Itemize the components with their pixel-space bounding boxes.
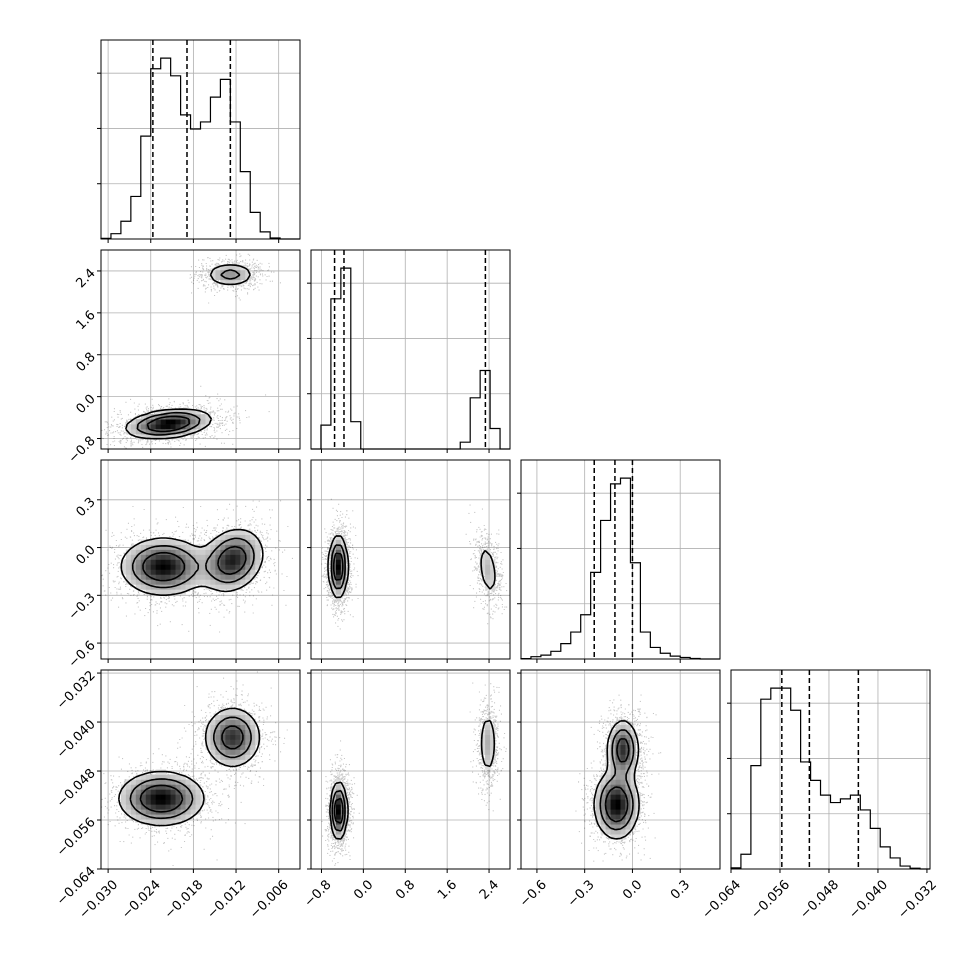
xtick-label-col3-2: −0.048 — [797, 877, 842, 922]
hist-3-bars — [730, 687, 930, 870]
panel-3-1-samples — [321, 682, 507, 866]
panel-2-1-content — [311, 460, 510, 659]
panel-2-0 — [97, 459, 301, 663]
hist-panel-3 — [727, 669, 931, 870]
panel-3-2 — [517, 669, 721, 873]
panel-2-1-frame — [310, 459, 511, 660]
ytick-label-row2-1: −0.3 — [66, 590, 99, 623]
xtick-label-col2-2: 0.0 — [620, 877, 645, 902]
xtick-label-col0-4: −0.006 — [247, 877, 292, 922]
panel-2-0-frame — [100, 459, 301, 660]
hist-2-bars — [520, 477, 720, 660]
hist-0-frame — [100, 39, 301, 240]
panel-1-0-contour-2 — [146, 415, 190, 433]
ytick-label-row1-1: 0.0 — [73, 392, 98, 417]
ytick-label-row3-3: −0.040 — [54, 717, 99, 762]
panel-1-0-frame — [100, 249, 301, 450]
xtick-label-col1-2: 0.8 — [393, 877, 418, 902]
panel-2-0-contour-0 — [120, 528, 264, 596]
hist-2-frame — [520, 459, 721, 660]
xtick-label-col0-3: −0.012 — [204, 877, 249, 922]
xtick-label-col2-3: 0.3 — [668, 877, 693, 902]
ytick-label-row2-0: −0.6 — [66, 638, 99, 671]
xtick-label-col1-0: −0.8 — [302, 877, 335, 910]
panel-3-2-frame — [520, 669, 721, 870]
panel-1-0-contour-0 — [124, 264, 251, 440]
xtick-label-col2-1: −0.3 — [565, 877, 598, 910]
panel-1-0-content — [101, 250, 300, 449]
ytick-label-row1-0: −0.8 — [66, 434, 99, 467]
xtick-label-col2-0: −0.6 — [517, 877, 550, 910]
panel-3-2-content — [521, 670, 720, 869]
xtick-label-col0-2: −0.018 — [162, 877, 207, 922]
panel-3-0 — [97, 669, 301, 873]
ytick-label-row1-2: 0.8 — [73, 350, 98, 375]
ytick-label-row1-3: 1.6 — [73, 308, 98, 333]
xtick-label-col1-4: 2.4 — [477, 877, 502, 902]
panel-3-2-contour-2 — [604, 738, 630, 823]
hist-panel-1 — [307, 249, 511, 450]
panel-3-1-contour-2 — [333, 797, 344, 824]
hist-panel-2 — [517, 459, 721, 660]
panel-3-0-contour-0 — [118, 707, 261, 827]
ytick-label-row2-3: 0.3 — [73, 495, 98, 520]
xtick-label-col3-3: −0.040 — [846, 877, 891, 922]
ytick-label-row3-4: −0.032 — [54, 668, 99, 713]
xtick-label-col3-0: −0.064 — [699, 877, 744, 922]
panel-2-0-content — [101, 460, 300, 659]
hist-3-frame — [730, 669, 931, 870]
ytick-label-row3-2: −0.048 — [54, 766, 99, 811]
ytick-label-row2-2: 0.0 — [73, 543, 98, 568]
ytick-label-row1-4: 2.4 — [73, 266, 98, 291]
panel-3-1-frame — [310, 669, 511, 870]
panel-3-1 — [307, 669, 511, 873]
panel-3-0-samples — [101, 671, 288, 867]
panel-2-0-contour-2 — [142, 545, 247, 582]
panel-1-0 — [97, 249, 301, 453]
panel-2-1-contour-2 — [332, 552, 344, 581]
ytick-label-row3-1: −0.056 — [54, 815, 99, 860]
panel-3-0-contour-1 — [129, 716, 252, 820]
panel-2-1-contour-0 — [327, 535, 496, 599]
xtick-label-col3-1: −0.056 — [748, 877, 793, 922]
panel-3-1-contour-1 — [331, 789, 346, 832]
panel-3-0-content — [101, 670, 300, 869]
hist-1-bars — [311, 267, 510, 450]
panel-3-2-contour-0 — [593, 720, 640, 840]
panel-3-2-contour-1 — [599, 729, 635, 831]
panel-3-0-frame — [100, 669, 301, 870]
xtick-label-col0-1: −0.024 — [119, 877, 164, 922]
panel-3-0-contour-2 — [139, 725, 244, 813]
panel-3-1-content — [311, 670, 510, 869]
panel-2-0-contour-1 — [131, 537, 255, 589]
panel-1-0-contour-1 — [136, 269, 241, 436]
hist-1-frame — [310, 249, 511, 450]
hist-panel-0 — [97, 39, 301, 240]
panel-2-1-contour-1 — [330, 544, 346, 590]
panel-3-1-contour-0 — [329, 719, 496, 840]
xtick-label-col1-3: 1.6 — [435, 877, 460, 902]
hist-0-bars — [100, 57, 300, 240]
panel-2-1 — [307, 459, 511, 663]
panel-2-0-density — [120, 529, 261, 595]
xtick-label-col1-1: 0.0 — [351, 877, 376, 902]
panel-3-1-density — [330, 719, 496, 840]
xtick-label-col3-4: −0.032 — [895, 877, 940, 922]
